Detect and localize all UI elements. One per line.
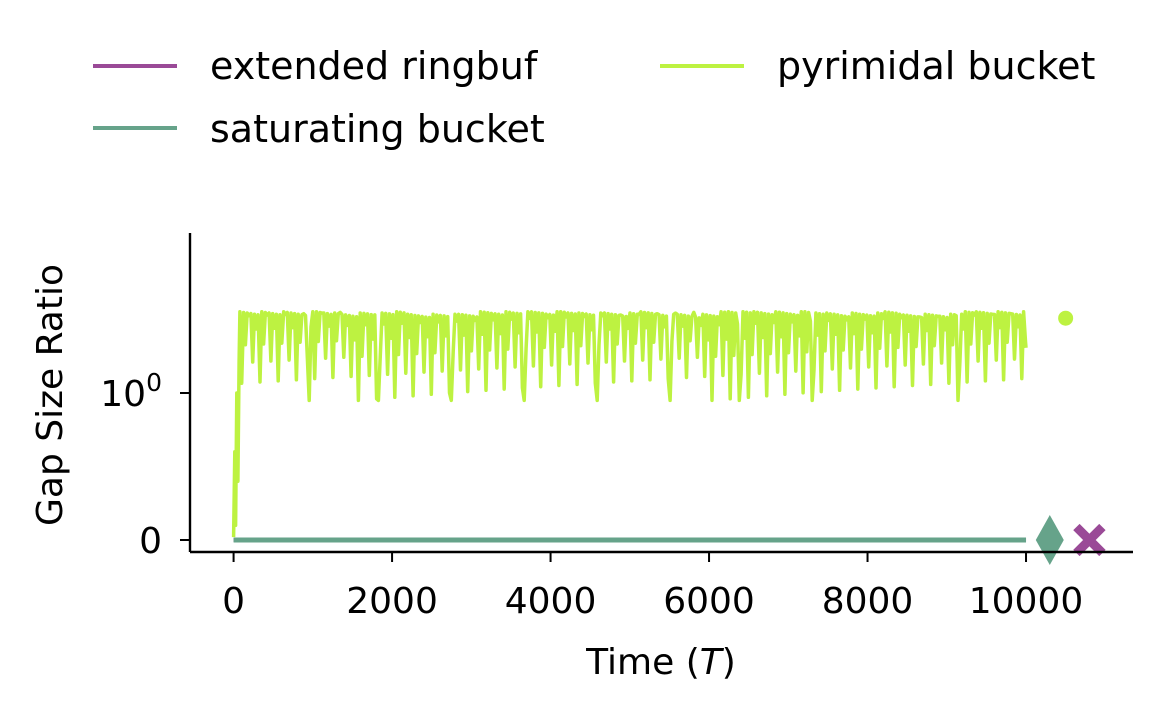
legend-entry-saturating-bucket: saturating bucket <box>93 107 545 151</box>
x-ticks: 0 2000 4000 6000 8000 10000 <box>222 552 1083 622</box>
legend-entry-extended-ringbuf: extended ringbuf <box>93 44 539 88</box>
series-line-pyrimidal-bucket <box>231 310 1028 538</box>
x-tick-label: 6000 <box>663 581 755 622</box>
x-axis-label: Time (T) <box>585 642 736 683</box>
end-marker-extended-ringbuf <box>1073 523 1106 557</box>
legend-label-extended-ringbuf: extended ringbuf <box>210 44 539 88</box>
x-tick-label: 0 <box>222 581 245 622</box>
x-tick-label: 10000 <box>969 581 1084 622</box>
legend-label-saturating-bucket: saturating bucket <box>210 107 545 151</box>
plot-area <box>231 310 1106 565</box>
y-ticks: 0 100 <box>100 368 190 562</box>
x-tick-label: 2000 <box>346 581 438 622</box>
legend-label-pyrimidal-bucket: pyrimidal bucket <box>777 44 1095 88</box>
legend-entry-pyrimidal-bucket: pyrimidal bucket <box>660 44 1095 88</box>
y-tick-label-one: 100 <box>100 368 162 415</box>
end-marker-pyrimidal-bucket <box>1058 310 1074 326</box>
legend: extended ringbuf saturating bucket pyrim… <box>93 44 1095 151</box>
y-axis-label: Gap Size Ratio <box>30 264 71 526</box>
x-tick-label: 8000 <box>822 581 914 622</box>
end-marker-saturating-bucket <box>1035 515 1064 565</box>
x-tick-label: 4000 <box>505 581 597 622</box>
axes: 0 2000 4000 6000 8000 10000 0 100 Time (… <box>30 233 1133 683</box>
y-tick-label-zero: 0 <box>139 521 162 562</box>
